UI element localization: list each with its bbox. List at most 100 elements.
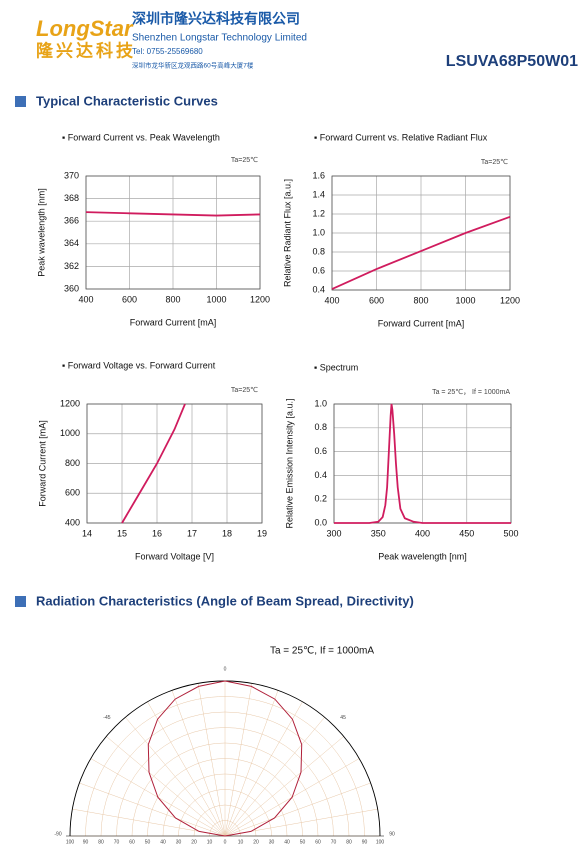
x-tick-label: 800 [165, 294, 180, 304]
y-tick-label: 368 [64, 193, 79, 203]
r-tick-label: 100 [66, 839, 75, 845]
r-tick-label: 80 [346, 839, 352, 845]
x-tick-label: 800 [413, 295, 428, 305]
r-tick-label: 20 [191, 839, 197, 845]
logo-cn: 隆兴达科技 [36, 40, 136, 60]
y-axis-label: Forward Current [mA] [37, 420, 47, 507]
x-axis-label: Forward Current [mA] [378, 318, 465, 328]
data-line [85, 211, 261, 217]
angle-tick-label: -90 [54, 831, 61, 837]
y-tick-label: 400 [65, 517, 80, 527]
r-tick-label: 10 [207, 839, 213, 845]
x-tick-label: 450 [459, 528, 474, 538]
plot-frame [331, 175, 511, 291]
company-en: Shenzhen Longstar Technology Limited [132, 33, 307, 44]
plot-frame [86, 403, 263, 524]
angle-tick-label: -45 [103, 715, 110, 721]
r-tick-label: 20 [253, 839, 259, 845]
r-tick-label: 60 [315, 839, 321, 845]
y-tick-label: 360 [64, 283, 79, 293]
y-axis-label: Peak wavelength [nm] [36, 188, 46, 277]
grid-ring [85, 696, 365, 837]
y-tick-label: 1.0 [312, 227, 325, 237]
y-axis-label: Relative Radiant Flux [a.u.] [282, 179, 292, 287]
y-tick-label: 366 [64, 216, 79, 226]
x-tick-label: 300 [326, 528, 341, 538]
radiation-curve [147, 680, 303, 837]
r-tick-label: 30 [269, 839, 275, 845]
y-tick-label: 1.4 [312, 189, 325, 199]
address: 深圳市龙华新区龙观西路60号高峰大厦7楼 [132, 61, 254, 70]
x-tick-label: 1200 [500, 295, 520, 305]
x-tick-label: 19 [257, 528, 267, 538]
company-cn: 深圳市隆兴达科技有限公司 [132, 11, 300, 27]
r-tick-label: 30 [176, 839, 182, 845]
r-tick-label: 0 [224, 839, 227, 845]
y-tick-label: 1000 [60, 428, 80, 438]
y-tick-label: 0.6 [312, 265, 325, 275]
y-tick-label: 370 [64, 170, 79, 180]
r-tick-label: 90 [83, 839, 89, 845]
x-axis-label: Forward Voltage [V] [135, 551, 214, 561]
x-tick-label: 18 [222, 528, 232, 538]
chart-title: Ta = 25℃, If = 1000mA [270, 646, 374, 657]
section-title: Radiation Characteristics (Angle of Beam… [36, 593, 414, 608]
grid-ring [178, 789, 272, 837]
r-tick-label: 80 [98, 839, 104, 845]
chart-title: ▪ Forward Current vs. Relative Radiant F… [314, 132, 488, 142]
x-tick-label: 400 [415, 528, 430, 538]
r-tick-label: 40 [284, 839, 290, 845]
grid-ring [193, 804, 257, 837]
x-tick-label: 1000 [206, 294, 226, 304]
y-tick-label: 1.2 [312, 208, 325, 218]
x-tick-label: 400 [78, 294, 93, 304]
data-line [331, 216, 511, 290]
tel: Tel: 0755-25569680 [132, 47, 203, 56]
y-tick-label: 364 [64, 238, 79, 248]
section-icon [15, 96, 26, 107]
r-tick-label: 70 [114, 839, 120, 845]
r-tick-label: 100 [376, 839, 385, 845]
x-tick-label: 350 [371, 528, 386, 538]
y-tick-label: 0.8 [312, 246, 325, 256]
annotation: Ta=25℃ [481, 159, 508, 166]
y-tick-label: 0.8 [314, 422, 327, 432]
grid-ring [100, 711, 350, 837]
x-tick-label: 15 [117, 528, 127, 538]
section-title: Typical Characteristic Curves [36, 93, 218, 108]
r-tick-label: 60 [129, 839, 135, 845]
r-tick-label: 40 [160, 839, 166, 845]
plot-frame [85, 175, 261, 290]
chart-title: ▪ Spectrum [314, 362, 358, 372]
y-tick-label: 0.2 [314, 494, 327, 504]
annotation: Ta = 25℃， If = 1000mA [432, 389, 510, 396]
section-icon [15, 596, 26, 607]
y-tick-label: 0.4 [314, 470, 327, 480]
part-number: LSUVA68P50W01 [446, 53, 578, 70]
r-tick-label: 50 [145, 839, 151, 845]
y-tick-label: 0.6 [314, 446, 327, 456]
x-tick-label: 400 [324, 295, 339, 305]
x-tick-label: 17 [187, 528, 197, 538]
x-axis-label: Forward Current [mA] [130, 317, 217, 327]
x-tick-label: 600 [369, 295, 384, 305]
angle-tick-label: 90 [389, 831, 395, 837]
chart-title: ▪ Forward Voltage vs. Forward Current [62, 360, 216, 370]
y-tick-label: 600 [65, 488, 80, 498]
angle-tick-label: 45 [340, 715, 346, 721]
r-tick-label: 10 [238, 839, 244, 845]
data-line [121, 403, 186, 524]
y-tick-label: 0.4 [312, 284, 325, 294]
x-tick-label: 1000 [455, 295, 475, 305]
grid-ring [147, 758, 303, 837]
x-tick-label: 600 [122, 294, 137, 304]
logo: LongStar [36, 16, 134, 41]
y-tick-label: 1.0 [314, 398, 327, 408]
y-axis-label: Relative Emission Intensity [a.u.] [284, 398, 294, 528]
data-line [334, 403, 511, 524]
x-axis-label: Peak wavelength [nm] [378, 551, 467, 561]
annotation: Ta=25℃ [231, 157, 258, 164]
r-tick-label: 90 [362, 839, 368, 845]
y-tick-label: 1200 [60, 398, 80, 408]
